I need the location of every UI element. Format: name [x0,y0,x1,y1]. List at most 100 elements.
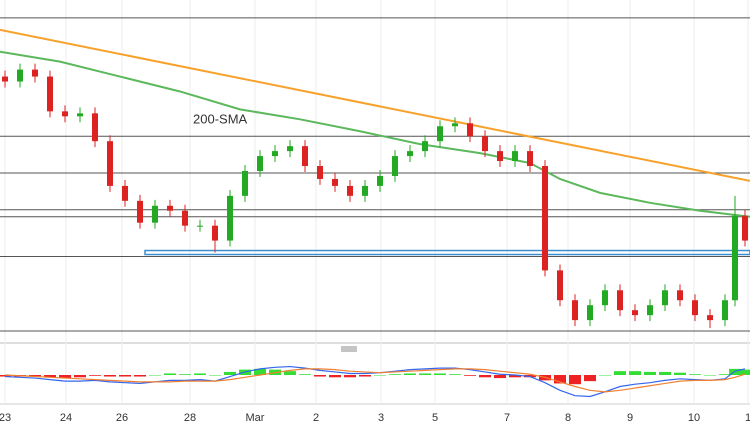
candle-body [587,305,593,321]
histogram-bar [479,375,491,378]
candle-body [122,185,128,201]
candle-body [347,185,353,196]
histogram-bar [89,375,101,376]
x-tick-label: 9 [627,412,633,424]
histogram-bar [554,375,566,384]
histogram-bar [329,375,341,378]
candle-body [287,146,293,152]
sma-annotation: 200-SMA [193,111,248,126]
candle-body [272,151,278,157]
sma-line [0,50,750,218]
histogram-bar [374,375,386,376]
histogram-bar [74,375,86,378]
histogram-bar [134,375,146,377]
x-tick-label: 7 [504,412,510,424]
candle-body [732,215,738,301]
histogram-bar [434,373,446,375]
histogram-bar [719,374,731,375]
histogram-bar [59,375,71,379]
x-tick-label: 10 [688,412,700,424]
histogram-bar [359,375,371,377]
candle-body [632,310,638,316]
histogram-bar [344,375,356,378]
histogram-bar [449,374,461,375]
x-tick-label: 23 [0,412,11,424]
histogram-bar [404,373,416,375]
candle-body [182,210,188,226]
trend-line [0,28,750,182]
histogram-bar [644,371,656,375]
candle-body [422,141,428,152]
histogram-bar [494,375,506,379]
histogram-bar [599,375,611,376]
candle-body [617,290,623,311]
x-tick-label: Mar [246,412,265,424]
histogram-bar [689,374,701,375]
candle-body [437,126,443,142]
histogram-bar [284,371,296,375]
histogram-bar [119,375,131,377]
candle-body [77,113,83,117]
x-tick-label: 8 [565,412,571,424]
x-tick-label: 5 [432,412,438,424]
histogram-bar [659,371,671,375]
x-tick-label: 2 [313,412,319,424]
candle-body [742,215,748,241]
candle-body [482,136,488,152]
candle-body [17,69,23,82]
candle-body [242,171,248,196]
histogram-bar [464,375,476,376]
histogram-bar [254,368,266,375]
histogram-bar [704,375,716,376]
histogram-bar [389,374,401,375]
histogram-bar [629,371,641,375]
splitter-grip [341,346,357,352]
support-zone [144,249,750,256]
candle-body [92,113,98,142]
candle-body [692,300,698,316]
histogram-bar [614,371,626,375]
candle-body [602,290,608,306]
candle-body [197,225,203,227]
histogram-bar [209,375,221,376]
candle-body [227,195,233,241]
x-tick-label: 3 [378,412,384,424]
candle-body [167,205,173,211]
candle-body [377,175,383,186]
candle-body [542,166,548,271]
histogram-bar [674,372,686,375]
candle-body [317,166,323,179]
histogram-bar [584,375,596,382]
candle-body [452,123,458,127]
candle-body [572,300,578,321]
histogram-bar [179,374,191,375]
histogram-bar [164,373,176,375]
candle-body [497,151,503,162]
candle-body [512,151,518,162]
histogram-bar [149,375,161,376]
candle-body [362,185,368,196]
histogram-bar [739,369,750,375]
histogram-bar [569,375,581,385]
candle-body [557,270,563,301]
candle-body [467,123,473,137]
candle-body [107,141,113,186]
candle-body [47,76,53,112]
candle-body [62,111,68,117]
histogram-bar [419,373,431,375]
histogram-bar [509,375,521,378]
histogram-bar [104,375,116,377]
x-tick-label: 28 [184,412,196,424]
candle-body [722,300,728,321]
candle-body [2,76,8,82]
histogram-bar [0,375,11,377]
indicator-line [4,368,746,393]
histogram-bar [44,375,56,378]
histogram-bar [729,368,741,375]
candle-body [152,205,158,223]
histogram-bar [224,371,236,375]
candle-body [212,225,218,241]
